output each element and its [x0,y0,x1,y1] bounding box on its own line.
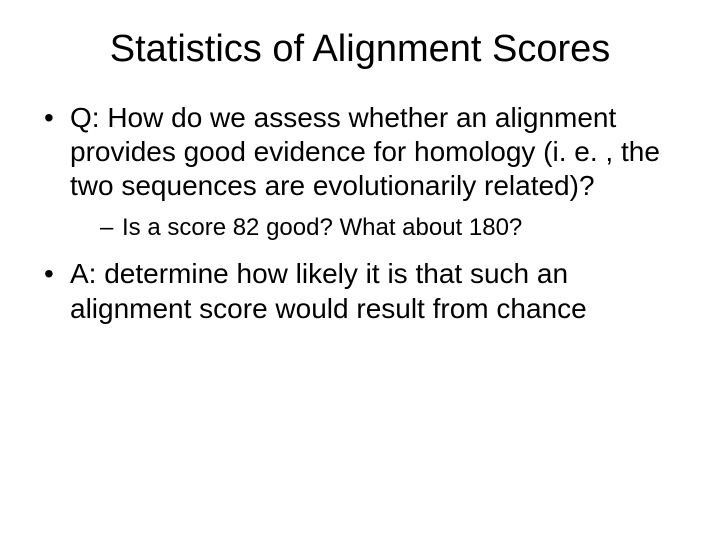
slide: Statistics of Alignment Scores Q: How do… [0,0,720,540]
list-item: A: determine how likely it is that such … [40,257,680,325]
list-item: Q: How do we assess whether an alignment… [40,101,680,243]
sub-bullet-text: Is a score 82 good? What about 180? [122,214,522,241]
bullet-list: Q: How do we assess whether an alignment… [40,101,680,326]
bullet-text: Q: How do we assess whether an alignment… [70,102,660,201]
sub-bullet-list: Is a score 82 good? What about 180? [70,213,680,243]
bullet-text: A: determine how likely it is that such … [70,258,587,323]
list-item: Is a score 82 good? What about 180? [70,213,680,243]
slide-title: Statistics of Alignment Scores [40,28,680,71]
